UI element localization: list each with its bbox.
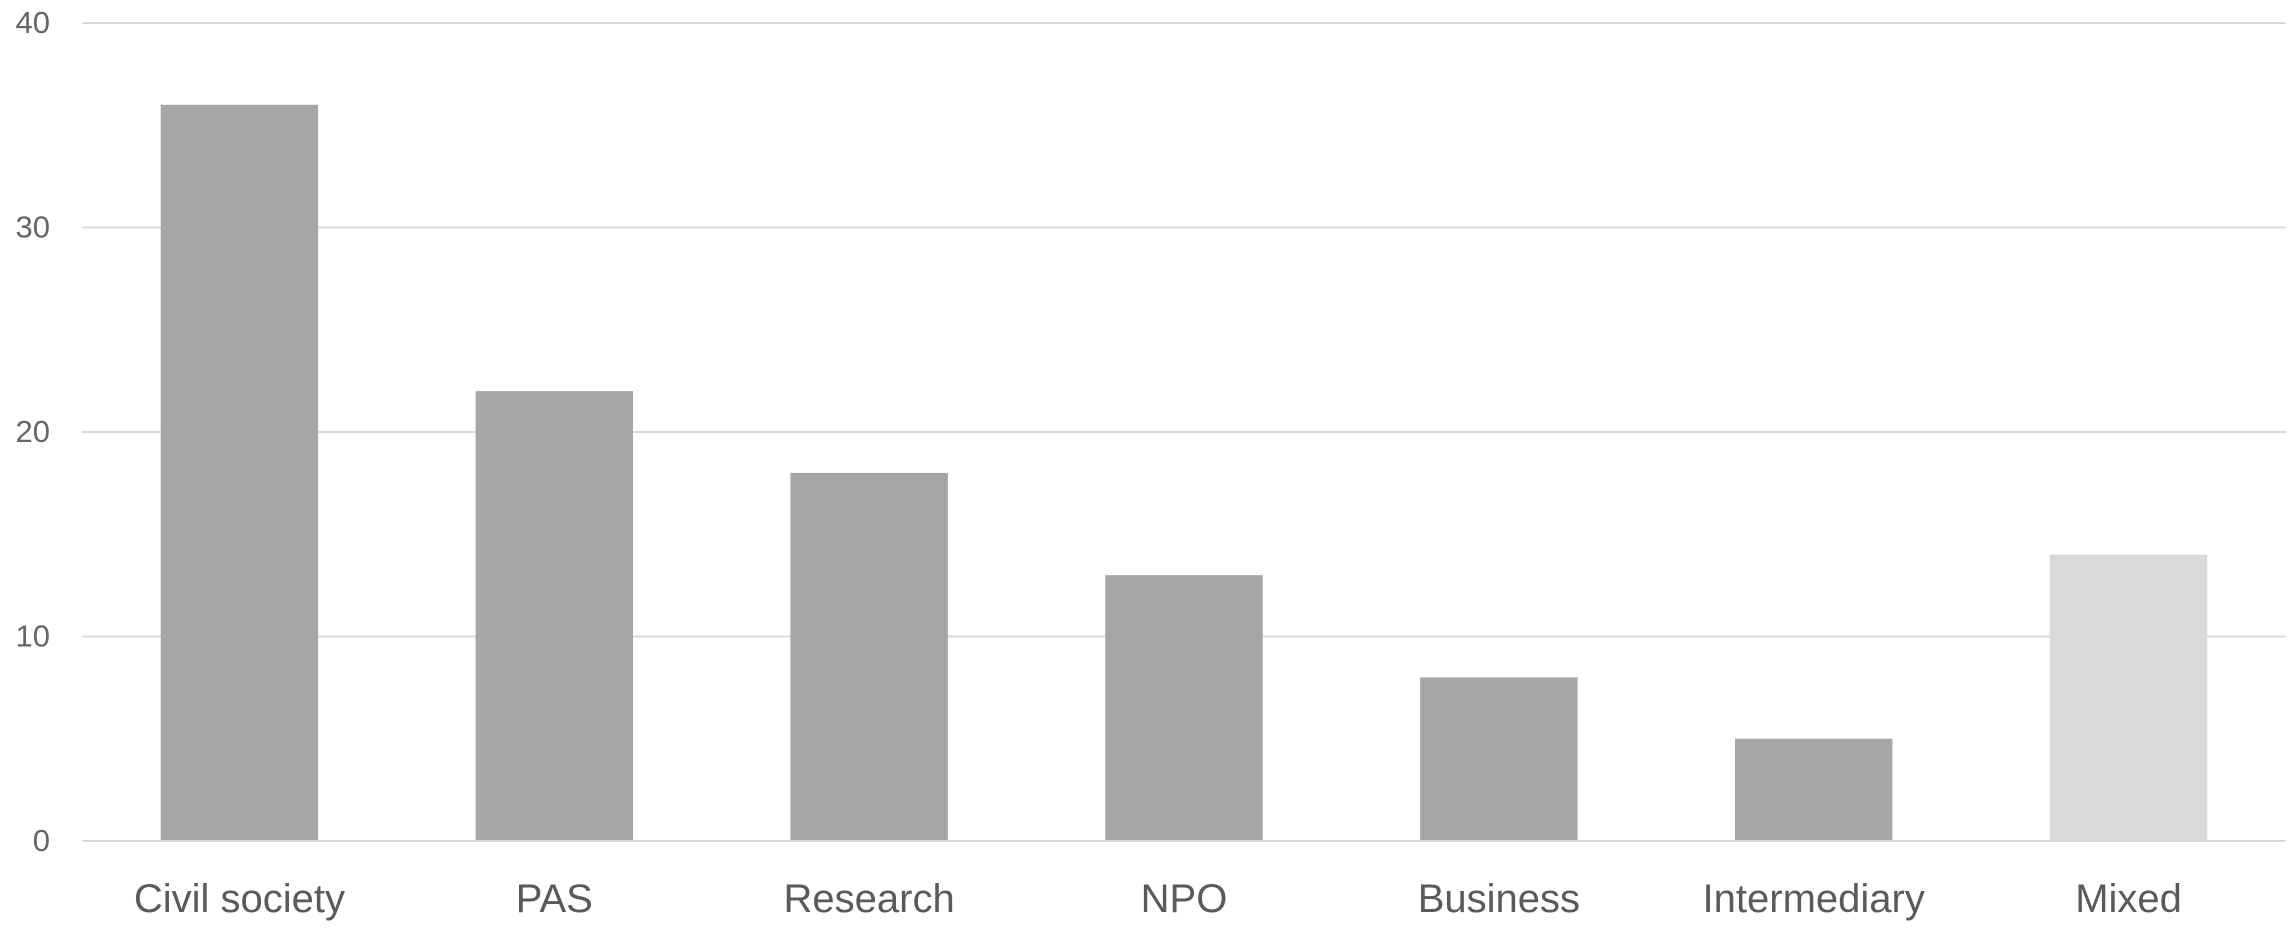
y-tick-label: 0 bbox=[33, 823, 50, 858]
x-tick-label: Civil society bbox=[134, 877, 345, 921]
y-tick-label: 30 bbox=[16, 210, 50, 245]
bar-research bbox=[790, 472, 948, 841]
y-tick-label: 40 bbox=[16, 5, 50, 40]
bar-mixed bbox=[2049, 554, 2208, 841]
x-tick-label: Business bbox=[1418, 877, 1580, 921]
gridlines bbox=[82, 22, 2286, 638]
x-tick-label: Intermediary bbox=[1703, 877, 1925, 921]
x-axis-ticks: Civil society PAS Research NPO Business Inter… bbox=[134, 877, 2182, 921]
x-tick-label: Research bbox=[784, 877, 955, 921]
x-tick-label: PAS bbox=[516, 877, 593, 921]
x-tick-label: NPO bbox=[1141, 877, 1228, 921]
y-axis-ticks: 0 10 20 30 40 bbox=[16, 5, 50, 858]
x-tick-label: Mixed bbox=[2075, 877, 2182, 921]
y-tick-label: 20 bbox=[16, 414, 50, 449]
bar-npo bbox=[1105, 575, 1263, 841]
bars bbox=[160, 104, 2208, 842]
bar-intermediary bbox=[1735, 738, 1893, 841]
bar-civil-society bbox=[160, 104, 319, 842]
y-tick-label: 10 bbox=[16, 619, 50, 654]
bar-business bbox=[1420, 677, 1578, 841]
bar-pas bbox=[475, 391, 633, 841]
